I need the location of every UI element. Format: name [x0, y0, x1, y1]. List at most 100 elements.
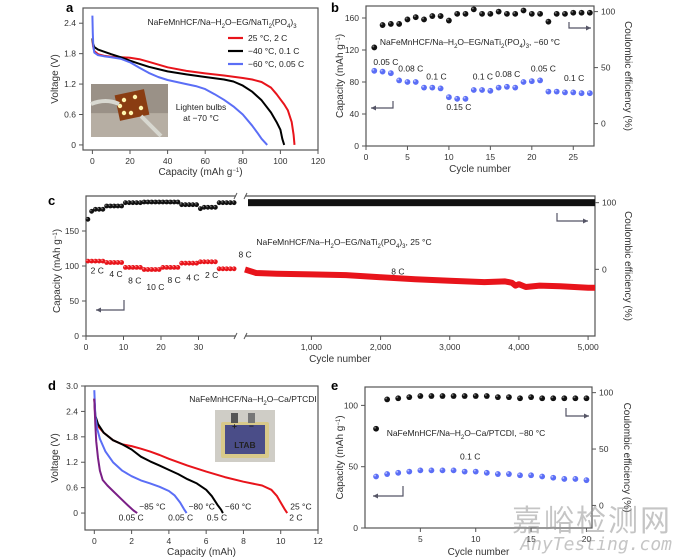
panel-e-point-ce: [539, 395, 546, 402]
panel-b-point-capacity-highlight: [413, 79, 416, 82]
panel-e-point-ce: [572, 395, 579, 402]
panel-b-point-capacity-highlight: [504, 84, 507, 87]
panel-e-point-capacity-highlight: [429, 468, 432, 471]
panel-e-right-axis-arrow-head: [584, 413, 589, 419]
panel-b-point-ce: [512, 10, 519, 17]
panel-b-point-ce-highlight: [372, 45, 375, 48]
panel-c-y2label: Coulombic efficiency (%): [622, 211, 633, 321]
panel-c-point-ce-highlight: [183, 202, 186, 205]
panel-c-frame-right: [245, 195, 596, 337]
panel-c-right-xtick-label: 2,000: [370, 342, 392, 352]
panel-b-rate-label: 0.15 C: [446, 102, 471, 112]
panel-b-point-capacity-highlight: [521, 79, 524, 82]
panel-e-point-capacity-highlight: [385, 472, 388, 475]
panel-e-point-capacity-highlight: [551, 475, 554, 478]
panel-c-long-capacity-band: [244, 266, 595, 291]
panel-b-y2-ytick-label: 0: [601, 119, 606, 129]
panel-d-inset-cell: [225, 425, 265, 454]
panel-b-point-capacity: [437, 85, 444, 92]
panel-b-point-ce: [404, 16, 411, 23]
panel-e-point-capacity-highlight: [506, 472, 509, 475]
panel-c-right-axis-arrow: [556, 213, 588, 222]
panel-e-y2-ytick-label: 50: [599, 444, 609, 454]
panel-b-point-capacity: [479, 87, 485, 93]
panel-e-point-ce: [483, 393, 490, 399]
panel-e-point-capacity: [561, 476, 568, 482]
panel-c-point-capacity-highlight: [86, 259, 88, 262]
panel-c-point-capacity-highlight: [213, 260, 216, 262]
panel-c-point-capacity-highlight: [123, 265, 126, 268]
panel-a-inset-caption-2: at −70 °C: [183, 113, 219, 123]
panel-b-xtick-label: 0: [364, 152, 369, 162]
panel-c-point-capacity-highlight: [164, 265, 167, 268]
panel-b: b 0 40 80 120 160 0 50 100 0 5 10 15 20 25 Capacity (mA…: [331, 0, 633, 175]
panel-c-rate-label: 8 C: [168, 275, 181, 285]
panel-b-point-ce-highlight: [504, 11, 507, 14]
panel-a-legend-label: −60 °C, 0.05 C: [248, 59, 304, 69]
panel-b-point-capacity-highlight: [463, 96, 466, 99]
panel-b-point-capacity: [495, 84, 502, 91]
panel-b-point-ce: [446, 17, 452, 24]
panel-b-ytick-label: 80: [350, 77, 360, 87]
panel-d-end-rate: 0.5 C: [207, 512, 227, 522]
panel-b-point-capacity-highlight: [455, 96, 458, 99]
panel-c-point-ce: [194, 202, 200, 208]
panel-b-point-capacity-highlight: [571, 90, 574, 93]
panel-c-rate-label: 8 C: [391, 266, 404, 276]
panel-c-right-xtick-label: 3,000: [439, 342, 461, 352]
panel-d-ytick-label: 0: [73, 508, 78, 518]
panel-b-point-capacity-highlight: [446, 95, 449, 98]
panel-e-point-ce: [439, 393, 446, 399]
panel-e-point-capacity-highlight: [540, 474, 543, 477]
panel-c-point-ce-highlight: [228, 200, 231, 203]
panel-b-point-capacity-highlight: [546, 89, 549, 92]
panel-a-xtick-label: 100: [273, 156, 287, 166]
panel-e-point-capacity: [417, 467, 424, 474]
panel-c-point-ce-highlight: [191, 202, 193, 205]
panel-d-xtick-label: 10: [276, 536, 286, 546]
panel-b-point-capacity-highlight: [562, 90, 565, 93]
panel-c-point-capacity-highlight: [104, 260, 107, 263]
panel-e-left-axis-arrow: [373, 486, 404, 497]
panel-d-inset-minus: −: [249, 421, 254, 431]
panel-e-point-ce-highlight: [451, 393, 454, 397]
panel-e-title: NaFeMnHCF/Na–H2O–Ca/PTCDI, −80 °C: [387, 428, 546, 441]
panel-d-title: NaFeMnHCF/Na–H2O–Ca/PTCDI: [189, 394, 317, 407]
panel-e-point-ce-highlight: [429, 393, 432, 397]
panel-e-point-ce-highlight: [473, 393, 476, 397]
panel-c-point-ce-highlight: [123, 200, 126, 203]
panel-e-point-capacity: [439, 467, 446, 474]
panel-c-point-ce-highlight: [217, 200, 220, 203]
panel-c-point-capacity-highlight: [134, 265, 137, 268]
panel-b-point-ce-highlight: [529, 11, 532, 14]
panel-e-point-capacity: [517, 472, 523, 479]
panel-b-point-capacity: [528, 78, 535, 85]
panel-b-xtick-label: 20: [527, 152, 537, 162]
panel-b-point-ce: [421, 16, 427, 23]
panel-b-point-capacity: [487, 87, 494, 94]
panel-c-point-capacity-highlight: [146, 267, 148, 270]
panel-a-legend-label: −40 °C, 0.1 C: [248, 46, 299, 56]
panel-e-point-ce: [428, 393, 435, 399]
panel-b-point-capacity: [470, 87, 477, 93]
panel-c-point-capacity-highlight: [206, 260, 208, 262]
panel-b-point-ce: [545, 18, 552, 25]
panel-e-point-capacity: [583, 477, 590, 484]
panel-b-ytick-label: 120: [345, 45, 359, 55]
panel-e-point-ce: [561, 395, 568, 402]
panel-b-point-ce: [462, 10, 469, 17]
panel-e-point-capacity: [450, 467, 457, 474]
panel-b-point-ce-highlight: [463, 11, 466, 14]
panel-b-point-capacity: [553, 88, 560, 95]
panel-c-point-capacity-highlight: [153, 267, 156, 270]
panel-e-point-capacity-highlight: [418, 468, 421, 471]
panel-b-title: NaFeMnHCF/Na–H2O–EG/NaTi2(PO4)3, −60 °C: [380, 37, 560, 50]
panel-e-point-capacity-highlight: [396, 470, 399, 473]
panel-e-point-capacity-highlight: [374, 474, 377, 477]
panel-a-xtick-label: 20: [125, 156, 135, 166]
panel-b-point-ce-highlight: [446, 18, 449, 21]
panel-d-curve-1: [93, 398, 224, 514]
panel-b-point-capacity: [446, 94, 452, 101]
panel-e-point-capacity: [406, 468, 413, 475]
panel-e-point-ce: [395, 395, 402, 402]
